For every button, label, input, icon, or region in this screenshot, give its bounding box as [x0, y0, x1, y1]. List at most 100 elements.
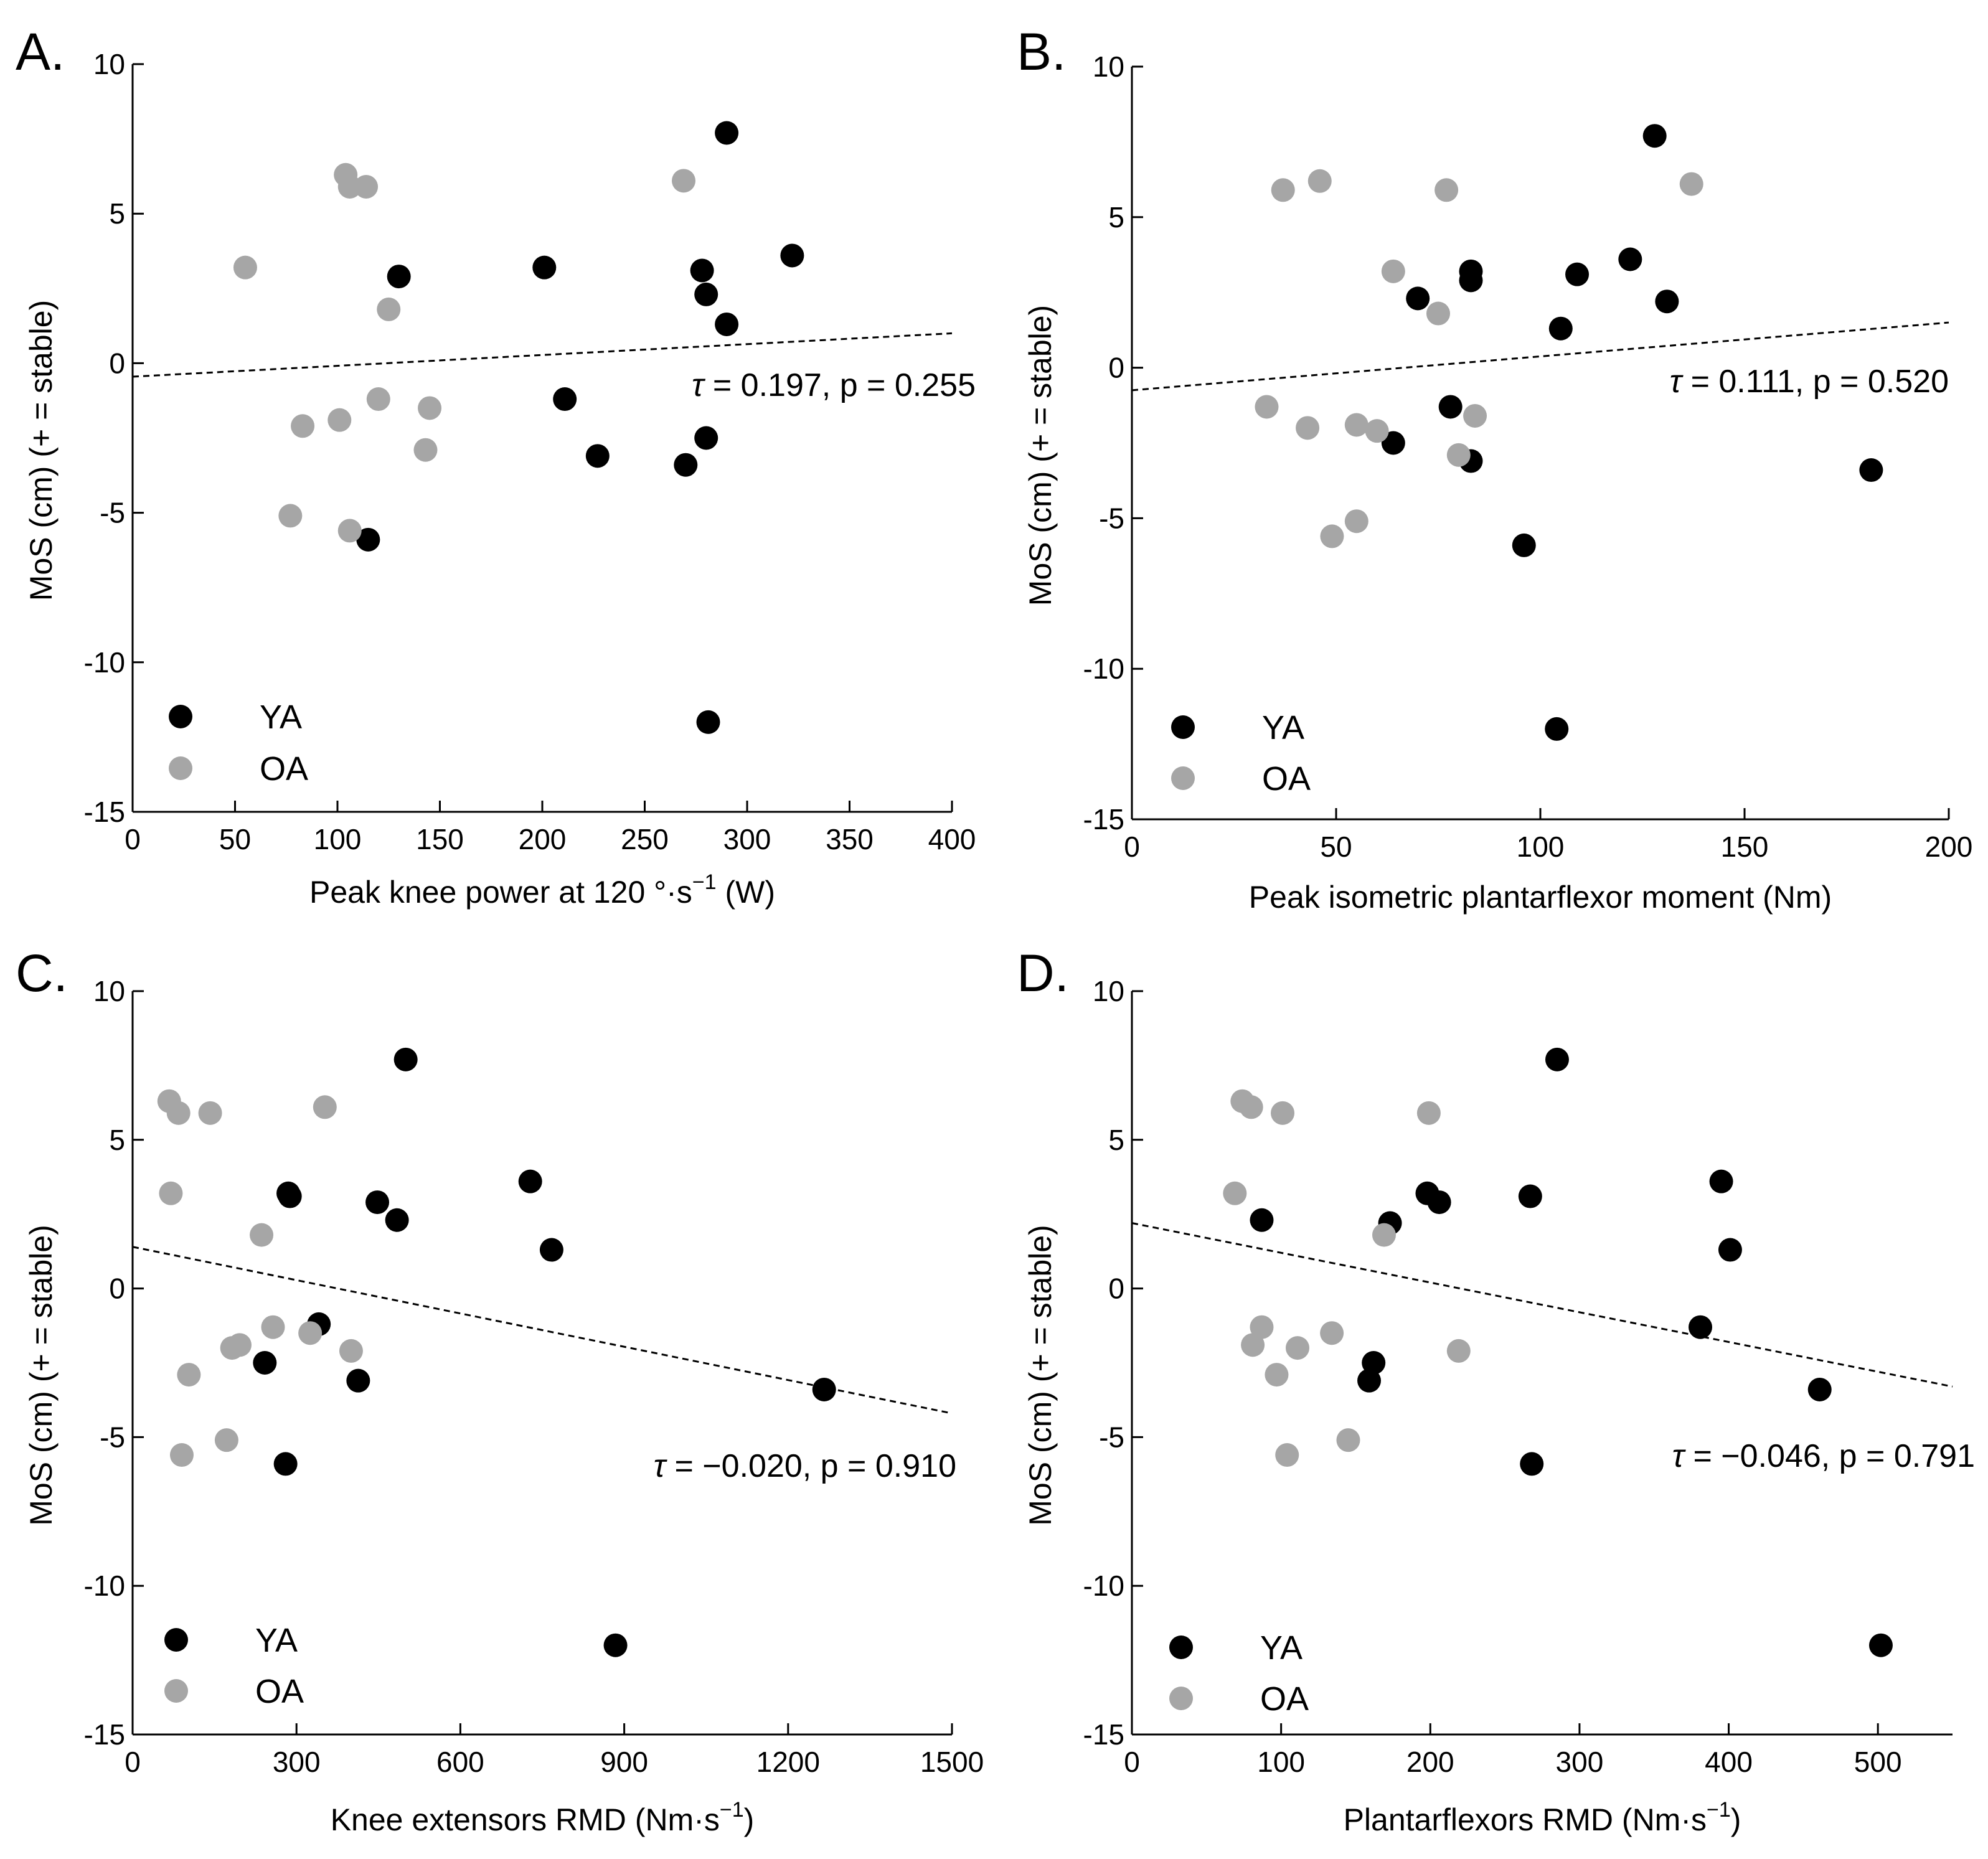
- stat-annotation: τ = −0.046, p = 0.791: [1672, 1438, 1975, 1474]
- data-point-oa: [1463, 403, 1487, 428]
- data-point-ya: [1859, 458, 1883, 482]
- legend-label-oa: OA: [255, 1673, 304, 1710]
- y-tick-label: -15: [84, 796, 125, 828]
- x-tick-label: 500: [1854, 1746, 1902, 1778]
- data-point-oa: [159, 1181, 183, 1205]
- data-point-ya: [1618, 247, 1642, 271]
- legend-label-ya: YA: [260, 699, 302, 736]
- y-tick-label: -5: [100, 497, 125, 529]
- x-axis-title-exponent: −1: [1707, 1798, 1731, 1822]
- data-point-ya: [780, 243, 804, 268]
- data-point-oa: [1344, 509, 1369, 534]
- y-tick-label: 0: [109, 347, 125, 379]
- y-axis-title: MoS (cm) (+ = stable): [24, 1225, 59, 1525]
- data-point-oa: [278, 504, 303, 528]
- data-point-ya: [518, 1169, 542, 1193]
- data-point-oa: [337, 519, 362, 543]
- data-point-ya: [690, 258, 714, 283]
- x-tick-label: 400: [1705, 1746, 1753, 1778]
- data-point-oa: [377, 297, 401, 321]
- y-tick-label: 10: [1093, 50, 1124, 83]
- data-point-oa: [1320, 1321, 1344, 1345]
- data-point-oa: [337, 174, 362, 199]
- y-tick-label: 0: [109, 1273, 125, 1305]
- x-tick-label: 400: [928, 823, 976, 855]
- data-point-ya: [553, 387, 577, 412]
- data-point-oa: [177, 1363, 201, 1387]
- x-axis-title-tail: ): [1731, 1802, 1741, 1837]
- y-tick-label: 10: [1093, 975, 1124, 1007]
- x-tick-label: 1200: [756, 1746, 820, 1778]
- stat-text: = −0.020, p = 0.910: [666, 1448, 956, 1484]
- data-point-ya: [694, 426, 718, 450]
- data-point-oa: [1679, 172, 1703, 196]
- data-point-oa: [327, 408, 352, 432]
- x-axis-title: Plantarflexors RMD (Nm·s−1): [1344, 1798, 1741, 1837]
- data-point-ya: [1427, 1190, 1451, 1215]
- legend-marker-oa: [164, 1679, 188, 1703]
- y-tick-label: -5: [1099, 1421, 1124, 1453]
- panel-label: A.: [16, 22, 65, 81]
- x-tick-label: 300: [1556, 1746, 1604, 1778]
- data-point-ya: [585, 444, 610, 468]
- data-point-ya: [1512, 533, 1536, 557]
- data-point-ya: [1406, 286, 1430, 311]
- data-point-ya: [1438, 395, 1463, 419]
- x-axis-title-main: Peak knee power at 120 °·s: [309, 875, 692, 910]
- data-point-ya: [715, 312, 739, 336]
- y-tick-label: -5: [1099, 502, 1124, 534]
- data-point-ya: [539, 1238, 563, 1262]
- legend-label-ya: YA: [1262, 709, 1304, 746]
- legend-marker-ya: [164, 1628, 188, 1652]
- y-tick-label: -10: [1083, 1570, 1124, 1602]
- data-point-ya: [1642, 124, 1667, 148]
- data-point-ya: [1565, 262, 1590, 286]
- y-tick-label: 10: [93, 48, 125, 80]
- legend-label-oa: OA: [1260, 1680, 1309, 1718]
- data-point-oa: [1255, 395, 1279, 419]
- data-point-oa: [339, 1339, 363, 1363]
- legend-label-oa: OA: [1262, 760, 1311, 798]
- legend-marker-oa: [1171, 766, 1195, 790]
- y-tick-label: 5: [1108, 1124, 1124, 1156]
- x-tick-label: 250: [621, 823, 669, 855]
- data-point-oa: [1271, 178, 1295, 202]
- data-point-oa: [1223, 1181, 1247, 1205]
- stat-annotation: τ = −0.020, p = 0.910: [654, 1448, 956, 1484]
- data-point-oa: [233, 255, 257, 280]
- data-point-ya: [346, 1368, 370, 1393]
- x-tick-label: 300: [273, 1746, 321, 1778]
- data-point-ya: [532, 255, 557, 280]
- data-point-oa: [220, 1336, 244, 1360]
- data-point-oa: [1241, 1333, 1265, 1357]
- stat-annotation: τ = 0.111, p = 0.520: [1670, 364, 1949, 400]
- legend-marker-ya: [169, 705, 192, 728]
- data-point-oa: [261, 1315, 285, 1339]
- stat-tau-symbol: τ: [692, 367, 706, 403]
- legend-marker-oa: [169, 756, 192, 780]
- data-point-oa: [1296, 416, 1320, 440]
- data-point-oa: [1365, 419, 1389, 443]
- panel-label: B.: [1017, 22, 1066, 81]
- x-tick-label: 0: [1124, 1746, 1140, 1778]
- panel-c: C. -15 -10 -5 0 5 10 0 300 600 900 1200 1500 MoS (cm)…: [16, 944, 984, 1837]
- y-tick-label: -10: [1083, 652, 1124, 685]
- y-tick-label: 5: [1108, 201, 1124, 233]
- data-point-oa: [1446, 443, 1471, 467]
- panel-label: C.: [16, 944, 68, 1002]
- x-tick-label: 100: [1257, 1746, 1305, 1778]
- x-axis-title: Peak isometric plantarflexor moment (Nm): [1249, 880, 1832, 915]
- data-point-oa: [214, 1428, 238, 1452]
- legend-label-oa: OA: [260, 750, 308, 788]
- data-point-oa: [1381, 259, 1405, 283]
- data-point-ya: [1381, 431, 1405, 455]
- data-point-oa: [291, 414, 315, 438]
- data-point-oa: [354, 174, 379, 199]
- x-tick-label: 150: [1721, 831, 1769, 863]
- data-point-oa: [1446, 1339, 1471, 1363]
- x-tick-label: 50: [219, 823, 251, 855]
- x-tick-label: 50: [1320, 831, 1352, 863]
- y-tick-label: -10: [84, 646, 125, 679]
- data-point-oa: [1344, 413, 1369, 437]
